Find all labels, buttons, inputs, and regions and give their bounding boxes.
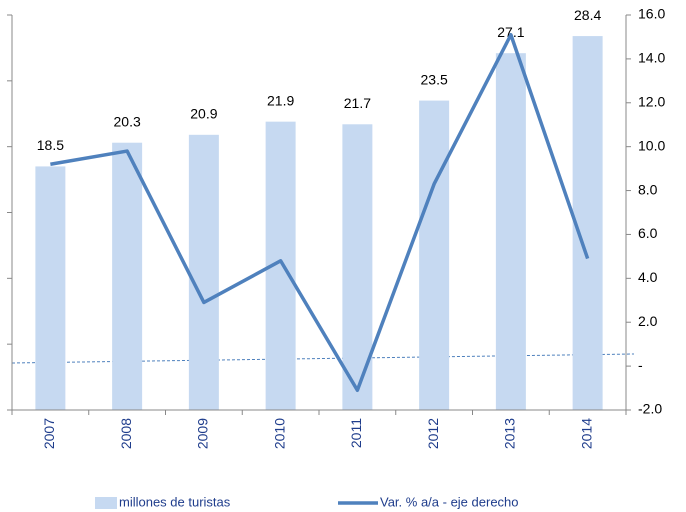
y2-tick-label: 4.0 (638, 269, 658, 285)
y2-tick-label: 8.0 (638, 181, 658, 197)
x-tick-label: 2009 (195, 418, 211, 449)
y2-tick-label: 10.0 (638, 137, 665, 153)
bar (495, 53, 526, 410)
y2-tick-label: 14.0 (638, 50, 665, 66)
data-label: 20.9 (190, 106, 217, 122)
y2-tick-label: - (638, 357, 643, 373)
trend-line (11, 353, 635, 364)
line-series (50, 33, 590, 392)
y2-tick-label: 2.0 (638, 313, 658, 329)
bar (342, 124, 373, 411)
data-label: 20.3 (114, 113, 141, 129)
legend-label: millones de turistas (119, 494, 231, 509)
bar (112, 142, 143, 410)
bar (188, 134, 219, 411)
bar (419, 100, 450, 410)
data-label: 18.5 (37, 137, 64, 153)
data-label: 21.9 (267, 92, 294, 108)
bar (35, 166, 66, 410)
data-label: 23.5 (421, 71, 448, 87)
data-label: 28.4 (574, 7, 601, 23)
y2-tick-label: -2.0 (638, 401, 662, 417)
data-label: 27.1 (497, 24, 524, 40)
x-tick-label: 2007 (41, 418, 57, 449)
x-tick-label: 2010 (271, 418, 287, 449)
legend-label: Var. % a/a - eje derecho (380, 494, 519, 509)
y2-tick-label: 16.0 (638, 6, 665, 22)
x-tick-label: 2014 (578, 418, 594, 449)
x-tick-label: 2012 (425, 418, 441, 449)
y2-tick-label: 6.0 (638, 225, 658, 241)
data-label: 21.7 (344, 95, 371, 111)
x-tick-label: 2011 (348, 418, 364, 448)
x-tick-label: 2008 (118, 418, 134, 449)
y2-tick-label: 12.0 (638, 93, 665, 109)
x-tick-label: 2013 (502, 418, 518, 449)
bar (572, 36, 603, 411)
legend-swatch (95, 497, 117, 509)
